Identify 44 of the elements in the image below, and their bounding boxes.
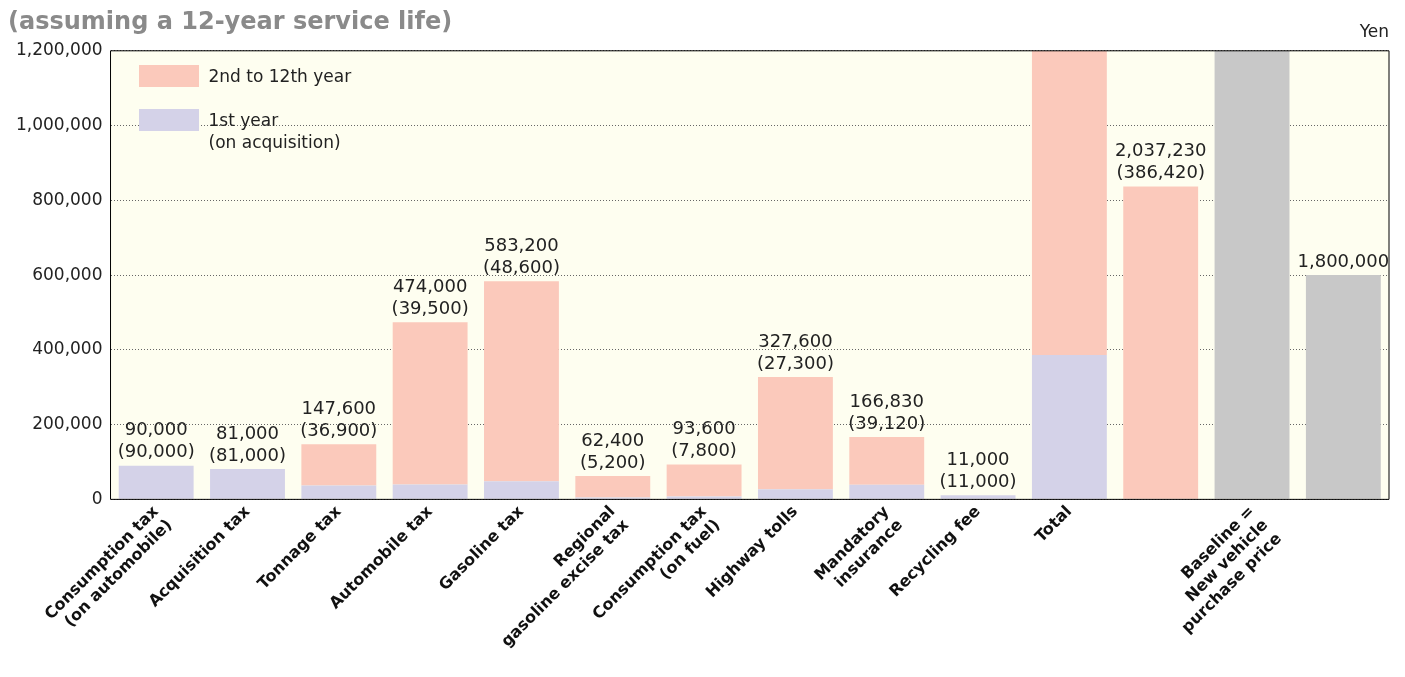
bar xyxy=(1031,50,1107,355)
y-tick-label: 600,000 xyxy=(32,263,103,284)
bar xyxy=(484,481,559,499)
bar xyxy=(118,465,194,499)
bar xyxy=(1305,275,1381,499)
total-label: 90,000 (90,000) xyxy=(117,418,195,462)
y-axis-title: Yen xyxy=(1358,20,1389,41)
annotation: 2,037,230 (386,420) xyxy=(1114,139,1207,183)
y-tick-label: 1,000,000 xyxy=(15,113,103,134)
bar xyxy=(940,495,1016,499)
bar xyxy=(301,444,377,486)
bar xyxy=(575,476,651,498)
bar xyxy=(1031,354,1107,499)
bar xyxy=(301,485,377,499)
legend-label: 2nd to 12th year xyxy=(208,64,352,87)
bar xyxy=(210,469,285,499)
y-tick-label: 800,000 xyxy=(32,188,103,209)
bar xyxy=(757,489,833,499)
total-label: 166,830 (39,120) xyxy=(848,389,926,433)
bar xyxy=(666,464,742,497)
bar xyxy=(666,496,742,499)
y-tick-label: 200,000 xyxy=(32,413,103,434)
total-label: 147,600 (36,900) xyxy=(300,396,378,440)
bar xyxy=(484,281,559,482)
total-label: 62,400 (5,200) xyxy=(579,428,646,472)
total-label: 327,600 (27,300) xyxy=(756,329,834,373)
y-tick-label: 1,200,000 xyxy=(15,39,103,60)
bar xyxy=(757,376,833,490)
y-tick-label: 400,000 xyxy=(32,338,103,359)
bar xyxy=(392,484,468,499)
bar xyxy=(1214,50,1290,499)
annotation: 1,800,000 xyxy=(1297,249,1390,271)
total-label: 93,600 (7,800) xyxy=(671,417,737,461)
bar xyxy=(1123,186,1199,499)
total-label: 583,200 (48,600) xyxy=(482,234,560,278)
total-label: 474,000 (39,500) xyxy=(391,274,469,318)
bar xyxy=(849,484,925,499)
bar xyxy=(849,437,925,485)
chart-title: (assuming a 12-year service life) xyxy=(8,6,453,35)
bar xyxy=(392,322,468,485)
legend-label: 1st year (on acquisition) xyxy=(208,108,341,153)
total-label: 11,000 (11,000) xyxy=(939,447,1017,491)
y-tick-label: 0 xyxy=(91,487,103,508)
total-label: 81,000 (81,000) xyxy=(208,421,287,465)
